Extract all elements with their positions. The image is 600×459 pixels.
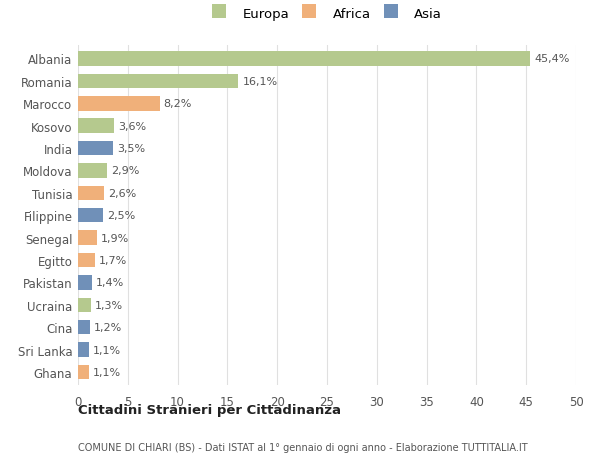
Bar [78, 164, 107, 178]
Text: 2,9%: 2,9% [111, 166, 139, 176]
Text: 3,6%: 3,6% [118, 121, 146, 131]
Bar [78, 275, 92, 290]
Text: 1,1%: 1,1% [93, 345, 121, 355]
Text: 1,1%: 1,1% [93, 367, 121, 377]
Bar [78, 52, 530, 67]
Legend: Europa, Africa, Asia: Europa, Africa, Asia [206, 1, 448, 26]
Bar [78, 74, 238, 89]
Text: Cittadini Stranieri per Cittadinanza: Cittadini Stranieri per Cittadinanza [78, 403, 341, 416]
Text: 8,2%: 8,2% [164, 99, 192, 109]
Text: 1,3%: 1,3% [95, 300, 123, 310]
Text: 1,9%: 1,9% [101, 233, 129, 243]
Text: 2,6%: 2,6% [108, 188, 136, 198]
Text: 1,2%: 1,2% [94, 323, 122, 332]
Text: 45,4%: 45,4% [534, 54, 569, 64]
Bar [78, 231, 97, 246]
Text: 1,7%: 1,7% [99, 255, 127, 265]
Text: 3,5%: 3,5% [117, 144, 145, 154]
Bar [78, 298, 91, 313]
Text: COMUNE DI CHIARI (BS) - Dati ISTAT al 1° gennaio di ogni anno - Elaborazione TUT: COMUNE DI CHIARI (BS) - Dati ISTAT al 1°… [78, 442, 527, 452]
Bar [78, 186, 104, 201]
Bar [78, 119, 114, 134]
Text: 1,4%: 1,4% [96, 278, 124, 288]
Bar [78, 365, 89, 380]
Bar [78, 208, 103, 223]
Text: 2,5%: 2,5% [107, 211, 135, 221]
Bar [78, 320, 90, 335]
Text: 16,1%: 16,1% [242, 77, 277, 87]
Bar [78, 97, 160, 111]
Bar [78, 342, 89, 357]
Bar [78, 253, 95, 268]
Bar [78, 141, 113, 156]
